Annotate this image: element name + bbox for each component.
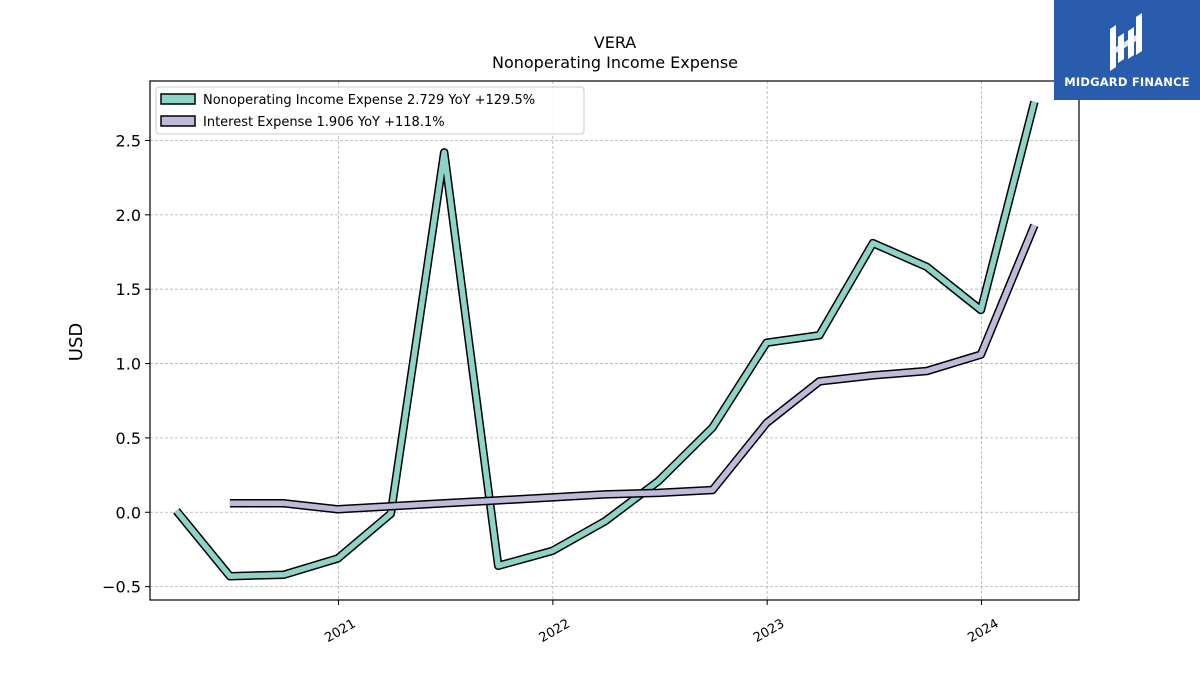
series-line bbox=[229, 224, 1037, 513]
legend-swatch bbox=[160, 93, 196, 105]
y-tick-label: 0.0 bbox=[116, 503, 141, 522]
legend-label: Interest Expense 1.906 YoY +118.1% bbox=[203, 115, 445, 130]
legend-swatch bbox=[160, 115, 196, 127]
y-tick-label: 2.5 bbox=[116, 131, 141, 150]
chart-title: VERA bbox=[594, 33, 637, 52]
legend: Nonoperating Income Expense 2.729 YoY +1… bbox=[155, 86, 585, 135]
x-tick-label: 2023 bbox=[751, 616, 787, 646]
series-line bbox=[174, 101, 1038, 579]
y-tick-label: 1.0 bbox=[116, 355, 141, 374]
legend-label: Nonoperating Income Expense 2.729 YoY +1… bbox=[203, 93, 535, 108]
y-tick-label: 1.5 bbox=[116, 280, 141, 299]
y-tick-label: 2.0 bbox=[116, 206, 141, 225]
midgard-logo-icon bbox=[1110, 13, 1142, 71]
legend-box bbox=[155, 86, 585, 135]
series-outline bbox=[229, 223, 1039, 514]
plot-frame bbox=[149, 80, 1080, 601]
midgard-finance-logo: MIDGARD FINANCE bbox=[1054, 0, 1200, 100]
y-tick-label: 0.5 bbox=[116, 429, 141, 448]
x-tick-label: 2022 bbox=[537, 616, 573, 646]
x-tick-label: 2021 bbox=[322, 616, 358, 646]
y-axis-label: USD bbox=[66, 323, 87, 361]
y-tick-label: −0.5 bbox=[102, 578, 141, 597]
series-lines bbox=[173, 100, 1039, 581]
grid-lines bbox=[150, 81, 1079, 600]
chart-subtitle: Nonoperating Income Expense bbox=[492, 53, 738, 72]
x-tick-label: 2024 bbox=[965, 616, 1001, 646]
logo-text: MIDGARD FINANCE bbox=[1064, 75, 1190, 89]
